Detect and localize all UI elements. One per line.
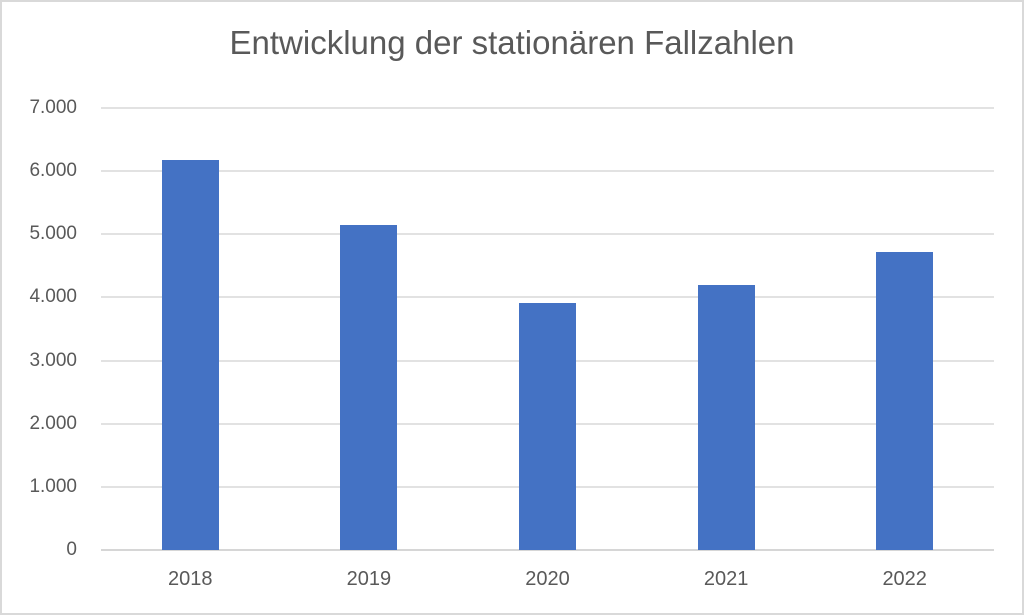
- gridline: [101, 296, 994, 299]
- y-tick-label: 5.000: [29, 223, 77, 245]
- bar-2022: [876, 251, 934, 550]
- y-tick-label: 4.000: [29, 286, 77, 308]
- y-tick-label: 2.000: [29, 412, 77, 434]
- y-tick-label: 3.000: [29, 349, 77, 371]
- x-tick-label: 2018: [168, 568, 213, 590]
- y-tick-label: 6.000: [29, 160, 77, 182]
- chart-title: Entwicklung der stationären Fallzahlen: [229, 24, 795, 61]
- y-tick-label: 1.000: [29, 475, 77, 497]
- plot-area: 0 1.000 2.000 3.000 4.000 5.000 6.000 7.000 2018…: [29, 97, 994, 590]
- x-axis-line: [101, 549, 994, 551]
- gridline: [101, 170, 994, 173]
- x-tick-label: 2020: [525, 568, 570, 590]
- y-tick-label: 0: [66, 539, 77, 560]
- y-tick-label: 7.000: [29, 97, 77, 118]
- gridline: [101, 233, 994, 236]
- x-tick-label: 2021: [703, 568, 749, 590]
- x-tick-label: 2019: [346, 568, 392, 590]
- x-tick-label: 2022: [882, 568, 927, 590]
- bar-2020: [519, 303, 576, 550]
- bar-2021: [697, 284, 755, 550]
- bar-2019: [340, 224, 398, 550]
- gridline: [101, 107, 994, 109]
- bar-2018: [161, 160, 219, 550]
